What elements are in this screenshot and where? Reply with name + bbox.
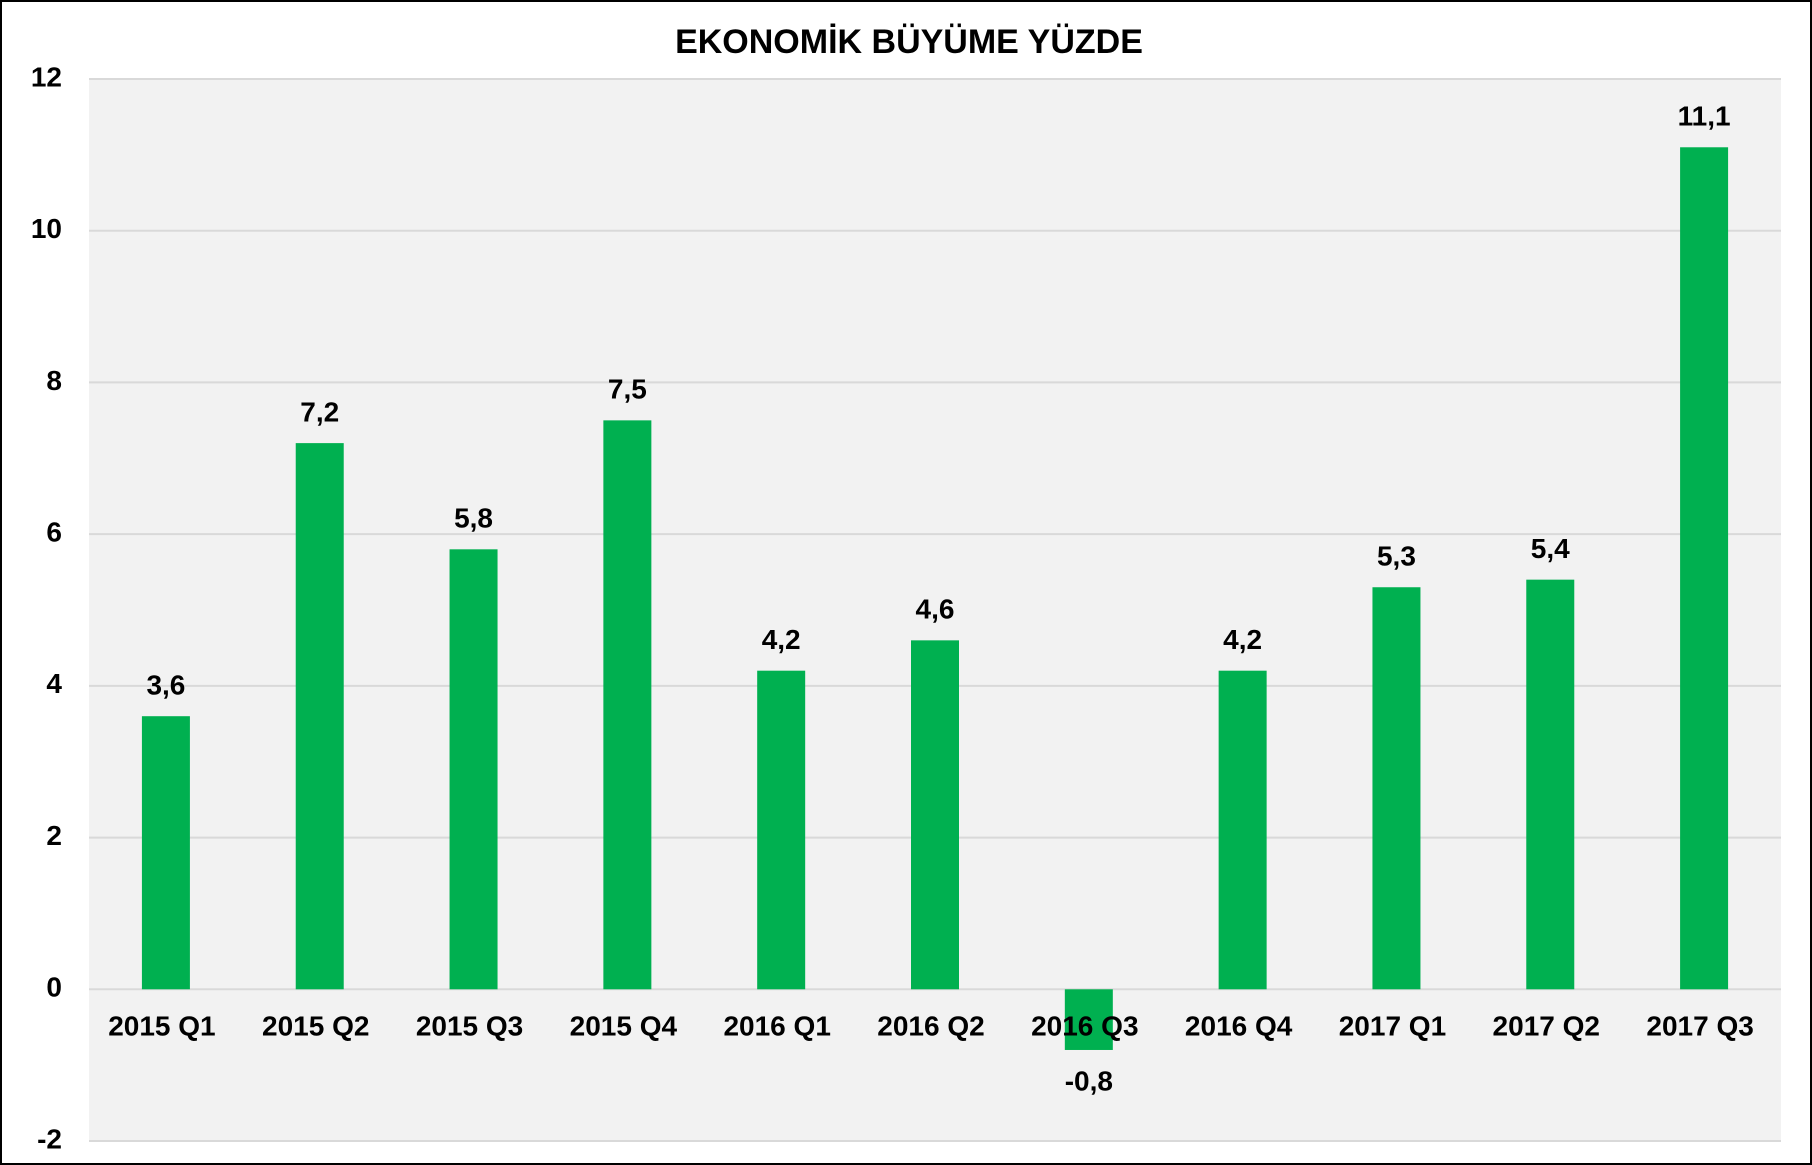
- value-label: 4,2: [762, 624, 801, 655]
- bar: [1218, 670, 1267, 990]
- bar: [757, 670, 806, 990]
- value-label: 5,8: [454, 503, 493, 534]
- x-tick-label: 2016 Q4: [1185, 1011, 1293, 1042]
- value-label: 7,2: [300, 397, 339, 428]
- x-tick-label: 2017 Q1: [1339, 1011, 1446, 1042]
- value-label: 5,3: [1377, 541, 1416, 572]
- bar: [603, 420, 652, 990]
- bar: [1526, 579, 1575, 990]
- value-label: 4,6: [916, 594, 955, 625]
- y-tick-label: 2: [46, 820, 62, 851]
- value-label: 4,2: [1223, 624, 1262, 655]
- y-tick-label: 0: [46, 972, 62, 1003]
- value-label: 3,6: [146, 670, 185, 701]
- x-tick-label: 2015 Q3: [416, 1011, 523, 1042]
- value-label: -0,8: [1065, 1065, 1113, 1096]
- bar: [911, 640, 959, 990]
- bar: [295, 443, 344, 990]
- x-tick-label: 2017 Q2: [1493, 1011, 1600, 1042]
- bar: [141, 716, 190, 990]
- value-label: 5,4: [1531, 533, 1570, 564]
- x-tick-label: 2017 Q3: [1646, 1011, 1753, 1042]
- x-tick-label: 2015 Q1: [108, 1011, 215, 1042]
- y-tick-label: 12: [31, 61, 62, 92]
- bar: [1372, 587, 1421, 990]
- y-tick-label: 10: [31, 213, 62, 244]
- x-tick-label: 2016 Q3: [1031, 1011, 1138, 1042]
- y-tick-label: 6: [46, 517, 62, 548]
- y-tick-label: 8: [46, 365, 62, 396]
- y-tick-label: -2: [37, 1123, 62, 1154]
- chart-title: EKONOMİK BÜYÜME YÜZDE: [675, 23, 1143, 61]
- x-tick-label: 2016 Q2: [877, 1011, 984, 1042]
- x-tick-label: 2016 Q1: [723, 1011, 830, 1042]
- bar: [449, 549, 498, 990]
- y-tick-label: 4: [46, 668, 62, 699]
- bar: [1680, 147, 1729, 990]
- x-tick-label: 2015 Q4: [570, 1011, 678, 1042]
- value-label: 7,5: [608, 374, 647, 405]
- bar: [1064, 989, 1113, 1050]
- value-label: 11,1: [1678, 101, 1731, 132]
- x-tick-label: 2015 Q2: [262, 1011, 369, 1042]
